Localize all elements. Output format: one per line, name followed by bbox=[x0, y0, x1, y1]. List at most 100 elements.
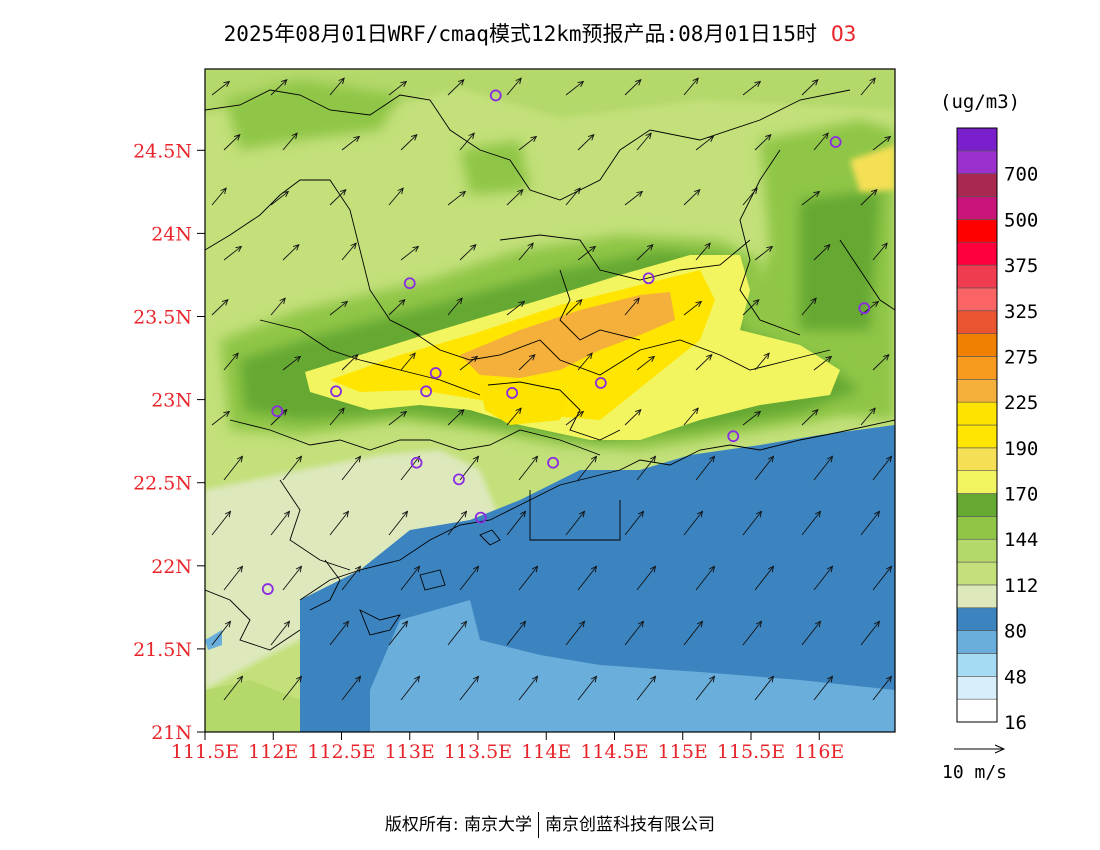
wind-vector bbox=[211, 510, 232, 536]
wind-vector bbox=[447, 620, 468, 646]
wind-vector bbox=[223, 455, 244, 481]
wind-vector bbox=[329, 510, 350, 536]
wind-vector bbox=[577, 352, 593, 371]
monitoring-stations bbox=[261, 89, 871, 595]
wind-vector bbox=[565, 620, 586, 646]
colorbar-swatch bbox=[956, 287, 998, 312]
colorbar-swatch bbox=[956, 493, 998, 517]
wind-vector bbox=[270, 297, 286, 316]
wind-vector bbox=[872, 565, 893, 591]
wind-vector bbox=[695, 353, 713, 371]
wind-vector bbox=[577, 245, 597, 261]
colorbar-label: 80 bbox=[1004, 621, 1027, 643]
wind-vector bbox=[341, 675, 362, 701]
colorbar-label: 700 bbox=[1004, 164, 1038, 186]
wind-vector bbox=[388, 510, 409, 536]
colorbar-swatch bbox=[956, 241, 998, 266]
colorbar-swatch bbox=[956, 561, 998, 586]
wind-vector bbox=[282, 455, 303, 481]
wind-vector bbox=[801, 620, 822, 646]
station-marker bbox=[506, 387, 519, 399]
wind-vector bbox=[801, 297, 817, 316]
wind-vector bbox=[695, 242, 711, 261]
wind-vector bbox=[447, 408, 465, 426]
lon-tick-label: 111.5E bbox=[171, 741, 239, 763]
colorbar-label: 144 bbox=[1004, 529, 1038, 551]
wind-vector bbox=[223, 675, 244, 701]
boundary-line bbox=[487, 381, 621, 441]
wind-vector bbox=[223, 565, 244, 591]
wind-vector bbox=[683, 620, 704, 646]
wind-vector bbox=[447, 510, 468, 536]
station-marker bbox=[271, 405, 284, 418]
wind-vector bbox=[742, 187, 758, 206]
boundary-line bbox=[259, 319, 481, 396]
colorbar-swatch bbox=[956, 310, 998, 334]
wind-vector bbox=[341, 565, 362, 591]
lon-tick-label: 112E bbox=[248, 741, 298, 763]
wind-vector bbox=[506, 188, 524, 206]
wind-vector bbox=[282, 132, 298, 151]
wind-vector bbox=[860, 407, 876, 426]
lat-tick-label: 23.5N bbox=[133, 307, 192, 329]
wind-vector bbox=[211, 80, 231, 96]
copyright-footer: 版权所有: 南京大学 南京创蓝科技有限公司 bbox=[0, 810, 1100, 838]
wind-vector bbox=[518, 242, 534, 261]
coastline bbox=[309, 559, 341, 611]
boundary-line bbox=[279, 479, 351, 571]
wind-vector bbox=[270, 510, 291, 536]
wind-vector bbox=[341, 242, 357, 261]
wind-vector bbox=[754, 675, 775, 701]
wind-vector bbox=[223, 352, 239, 371]
lon-tick-label: 116E bbox=[794, 741, 844, 763]
wind-vector bbox=[860, 77, 876, 96]
wind-vector bbox=[211, 620, 232, 646]
wind-vector bbox=[872, 353, 890, 371]
pollutant-label: O3 bbox=[831, 22, 857, 46]
wind-vector bbox=[518, 675, 539, 701]
footer-left: 版权所有: 南京大学 bbox=[384, 815, 533, 835]
wind-vector bbox=[813, 455, 834, 481]
wind-vector bbox=[577, 455, 598, 481]
wind-vector bbox=[813, 565, 834, 591]
wind-reference-label: 10 m/s bbox=[942, 762, 1007, 783]
field-orange-core bbox=[460, 292, 675, 378]
wind-vector bbox=[683, 188, 701, 206]
wind-vector bbox=[624, 78, 642, 96]
lat-tick-label: 22.5N bbox=[133, 473, 192, 495]
wind-vector bbox=[270, 78, 288, 96]
wind-vector bbox=[270, 190, 290, 206]
lat-tick-label: 23N bbox=[151, 390, 192, 412]
wind-vector bbox=[388, 187, 404, 206]
lon-tick-label: 114.5E bbox=[580, 741, 648, 763]
boundary-line bbox=[559, 269, 641, 341]
wind-vector bbox=[683, 77, 699, 96]
wind-vector bbox=[754, 133, 772, 151]
wind-vector bbox=[282, 565, 303, 591]
wind-vector bbox=[860, 510, 881, 536]
wind-vector bbox=[329, 407, 345, 426]
boundary-line bbox=[229, 419, 601, 456]
colorbar-swatch bbox=[956, 538, 998, 563]
wind-vector bbox=[506, 407, 522, 426]
wind-vector bbox=[801, 408, 819, 426]
wind-vector bbox=[341, 455, 362, 481]
wind-vector bbox=[577, 675, 598, 701]
colorbar-swatch bbox=[956, 516, 998, 540]
station-marker bbox=[474, 511, 487, 524]
colorbar-swatch bbox=[956, 264, 998, 289]
wind-vector bbox=[400, 133, 418, 151]
wind-vector bbox=[211, 187, 227, 206]
station-marker bbox=[452, 473, 465, 486]
wind-vector bbox=[400, 245, 420, 261]
wind-vector bbox=[341, 135, 361, 151]
lat-tick-label: 21N bbox=[151, 722, 192, 744]
lat-tick-label: 24.5N bbox=[133, 140, 192, 162]
lon-tick-label: 114E bbox=[521, 741, 571, 763]
colorbar-label: 500 bbox=[1004, 209, 1038, 231]
wind-vector bbox=[447, 78, 465, 96]
station-marker bbox=[727, 430, 740, 443]
boundary-line bbox=[499, 234, 751, 281]
wind-vector bbox=[565, 410, 585, 426]
